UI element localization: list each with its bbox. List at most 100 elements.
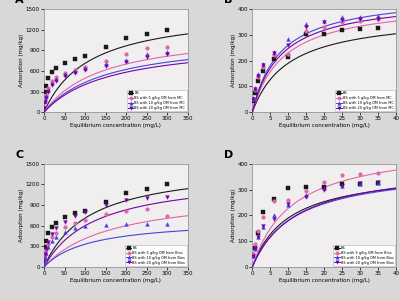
Point [375,16,381,21]
Point [82,53,88,58]
Point [82,64,88,69]
Point [49,238,56,243]
Point [72,211,78,216]
Point [250,96,257,101]
Point [303,22,310,27]
Point [144,52,150,57]
Point [45,89,51,94]
Point [123,58,129,62]
Point [53,234,60,239]
Point [357,182,363,186]
Point [254,229,261,233]
Point [123,221,129,226]
Point [260,223,266,228]
Point [321,20,327,25]
Point [285,186,292,191]
Point [102,61,109,66]
Point [61,72,68,77]
Point [61,60,68,65]
Point [260,61,266,66]
Point [102,199,109,204]
Point [49,83,56,88]
Point [285,197,292,202]
Point [61,225,68,230]
Point [271,213,277,218]
Point [53,226,60,231]
Point [321,184,327,189]
Point [271,196,277,201]
Point [42,98,48,102]
Point [254,231,261,236]
Point [82,68,88,73]
Point [41,100,48,104]
Point [321,18,327,23]
Point [375,14,381,18]
Point [339,27,345,32]
Point [271,53,277,58]
Point [102,44,109,49]
Point [41,105,48,110]
Y-axis label: Adsorption (mg/kg): Adsorption (mg/kg) [231,189,236,242]
Point [41,260,48,265]
Legend: BS, BS with 5 g/kg OM from MC, BS with 10 g/kg OM from MC, BS with 20 g/kg OM fr: BS, BS with 5 g/kg OM from MC, BS with 1… [335,90,395,111]
Point [164,194,170,199]
Point [53,79,60,84]
Point [357,172,363,176]
Point [123,60,129,64]
Point [123,208,129,213]
Point [250,254,257,259]
Point [45,231,51,236]
Point [357,182,363,187]
Point [375,181,381,185]
Point [82,210,88,214]
Point [285,54,292,59]
Point [164,52,170,57]
Point [285,203,292,208]
Point [321,186,327,191]
Point [102,203,109,208]
Point [72,226,78,231]
Legend: BS, BS with 5 g/kg OM from Bios, BS with 10 g/kg OM from Bios, BS with 20 g/kg O: BS, BS with 5 g/kg OM from Bios, BS with… [125,244,187,266]
Point [49,225,56,230]
Point [321,25,327,29]
Point [321,179,327,184]
Point [164,182,170,187]
Point [252,242,258,247]
Point [375,170,381,175]
Point [72,68,78,73]
X-axis label: Equilibrium concentration (mg/L): Equilibrium concentration (mg/L) [70,278,161,283]
Point [61,215,68,220]
Point [144,222,150,226]
Point [321,187,327,192]
Point [42,253,48,258]
Point [303,31,310,36]
Point [252,86,258,91]
Point [303,192,310,197]
Point [43,84,49,88]
Point [82,208,88,213]
Point [41,104,48,109]
Point [43,250,49,255]
Point [252,87,258,92]
Point [285,201,292,206]
Y-axis label: Adsorption (mg/kg): Adsorption (mg/kg) [20,189,24,242]
Point [72,56,78,61]
Point [72,214,78,218]
Point [250,253,257,258]
Point [123,35,129,40]
Point [53,77,60,82]
Point [164,27,170,32]
Point [42,254,48,259]
Point [260,214,266,219]
Point [260,225,266,230]
Point [260,65,266,70]
Point [339,20,345,24]
Point [43,246,49,251]
Point [252,90,258,95]
Point [72,220,78,225]
Point [254,72,261,76]
Text: B: B [224,0,232,5]
Legend: BS, BS with 5 g/kg OM from Bios, BS with 10 g/kg OM from Bios, BS with 20 g/kg O: BS, BS with 5 g/kg OM from Bios, BS with… [333,244,395,266]
Point [260,63,266,68]
Point [339,17,345,22]
